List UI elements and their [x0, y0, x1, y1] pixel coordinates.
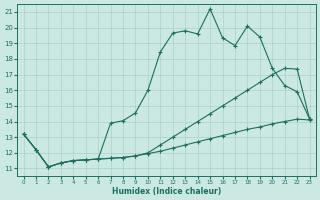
X-axis label: Humidex (Indice chaleur): Humidex (Indice chaleur) [112, 187, 221, 196]
